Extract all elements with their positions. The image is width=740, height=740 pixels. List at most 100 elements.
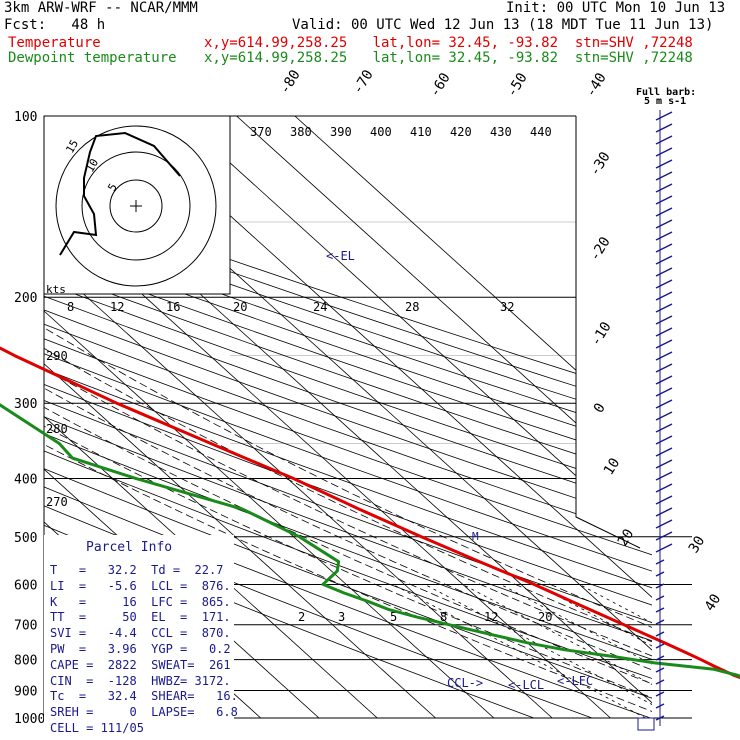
isotherm-line (294, 116, 652, 718)
theta-e-label: 400 (370, 125, 392, 139)
theta-e-label: 380 (290, 125, 312, 139)
dry-adiabat (44, 116, 652, 718)
mixing-ratio-label: 3 (338, 610, 345, 624)
wind-barb (655, 219, 673, 229)
pressure-tick-label: 100 (14, 110, 37, 125)
wind-barb (655, 447, 673, 457)
wind-barb (655, 679, 665, 685)
wind-barb (655, 631, 665, 637)
wind-barb (655, 207, 673, 217)
ccl-marker: CCL-> (447, 676, 483, 690)
surface-barb (637, 717, 655, 731)
wind-barb (655, 387, 673, 397)
mixing-ratio-line (500, 584, 652, 718)
wind-barb (655, 399, 673, 409)
wind-barb (655, 279, 673, 289)
wind-barbs (637, 110, 673, 731)
dry-adiabat (44, 116, 652, 718)
wind-barb (655, 411, 673, 421)
isotherm-label: -40 (583, 70, 610, 100)
isotherm-label: -50 (504, 70, 531, 100)
pressure-tick-label: 800 (14, 654, 37, 669)
wind-barb (655, 531, 673, 541)
dry-adiabat (44, 116, 652, 718)
init-time: Init: 00 UTC Mon 10 Jun 13 (506, 0, 726, 16)
hodograph-scale-tick: 12 (110, 300, 124, 314)
wind-barb (655, 483, 673, 493)
theta-e-label: 420 (450, 125, 472, 139)
wind-barb (655, 171, 673, 181)
forecast-hour: Fcst: 48 h (4, 17, 106, 33)
wind-barb (655, 471, 673, 481)
pressure-tick-label: 400 (14, 472, 37, 487)
isotherm-line (236, 116, 652, 718)
pressure-tick-label: 900 (14, 684, 37, 699)
hodograph-ring (81, 151, 191, 261)
parcel-info-row: CAPE = 2822 SWEAT= 261 (50, 657, 231, 672)
hodograph (43, 115, 231, 295)
parcel-info-row: LI = -5.6 LCL = 876. (50, 578, 231, 593)
parcel-info-row: CIN = -128 HWBZ= 3172. (50, 673, 231, 688)
lfc-marker: <-LFC (557, 674, 593, 688)
lcl-marker: <-LCL (508, 678, 544, 692)
pressure-tick-label: 600 (14, 578, 37, 593)
dry-adiabat (44, 116, 652, 718)
parcel-info-row: PW = 3.96 YGP = 0.2 (50, 642, 231, 656)
isotherm-label: -30 (587, 149, 614, 179)
wind-barb (655, 519, 673, 529)
mixing-ratio-label: 8 (440, 610, 447, 624)
wind-barb (655, 423, 673, 433)
dry-adiabat (44, 116, 652, 718)
m-marker: M (472, 530, 479, 543)
hodograph-scale-tick: 16 (166, 300, 180, 314)
mixing-ratio-line (392, 584, 646, 718)
dry-adiabat (44, 116, 652, 718)
dry-adiabat (44, 116, 652, 718)
dry-adiabat (44, 116, 652, 718)
wind-barb (655, 703, 665, 709)
hodograph-scale-tick: 32 (500, 300, 514, 314)
wind-barb (655, 351, 673, 361)
wind-barb (655, 559, 665, 565)
mixing-ratio-line (579, 584, 652, 718)
dry-adiabat (44, 116, 652, 718)
wind-barb (655, 583, 665, 589)
valid-time: Valid: 00 UTC Wed 12 Jun 13 (18 MDT Tue … (292, 17, 714, 33)
wind-barb (655, 147, 673, 157)
wind-barb (655, 339, 673, 349)
isotherm-label: 40 (702, 591, 725, 614)
wind-barb (655, 327, 673, 337)
theta-label: 270 (46, 495, 68, 509)
wind-barb (655, 123, 673, 133)
wind-barb (655, 507, 673, 517)
dry-adiabat (44, 116, 652, 718)
hodograph-scale-label: kts (46, 283, 66, 296)
dry-adiabat (44, 116, 652, 718)
pressure-tick-label: 500 (14, 531, 37, 546)
wind-barb (655, 159, 673, 169)
temperature-location-info: x,y=614.99,258.25 lat,lon= 32.45, -93.82… (204, 35, 693, 51)
parcel-info-row: T = 32.2 Td = 22.7 (50, 563, 224, 577)
theta-e-label: 410 (410, 125, 432, 139)
mixing-ratio-line (424, 584, 652, 718)
pressure-tick-label: 300 (14, 397, 37, 412)
wind-barb (655, 691, 665, 697)
hodograph-scale-tick: 28 (405, 300, 419, 314)
barb-scale-unit: 5 m s-1 (644, 96, 686, 107)
isotherm-label: 0 (591, 400, 609, 416)
model-title: 3km ARW-WRF -- NCAR/MMM (4, 0, 198, 16)
theta-e-label: 390 (330, 125, 352, 139)
isotherm-label: -10 (588, 319, 615, 349)
wind-barb (655, 195, 673, 205)
parcel-info-panel: Parcel Info T = 32.2 Td = 22.7 LI = -5.6 … (44, 535, 238, 735)
parcel-info-row: TT = 50 EL = 171. (50, 610, 231, 625)
dewpoint-location-info: x,y=614.99,258.25 lat,lon= 32.45, -93.82… (204, 50, 693, 66)
hodograph-ring (55, 125, 217, 287)
wind-barb (655, 135, 673, 145)
dry-adiabat (44, 116, 652, 718)
hodograph-ring-label: 10 (83, 157, 101, 175)
isotherm-label: 10 (601, 455, 624, 478)
theta-e-label: 430 (490, 125, 512, 139)
